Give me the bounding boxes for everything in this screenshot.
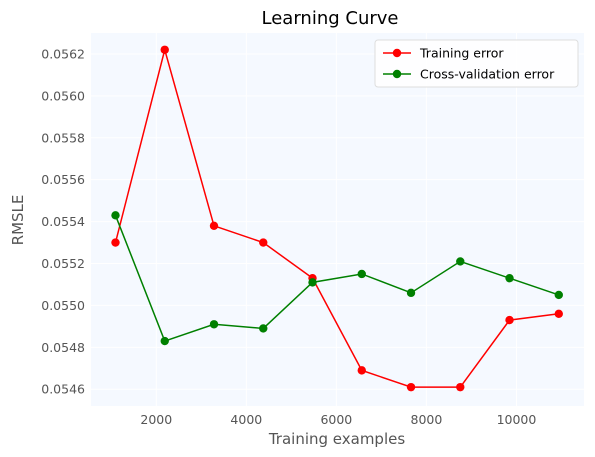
data-point <box>259 238 268 247</box>
data-point <box>160 336 169 346</box>
data-point <box>111 211 120 220</box>
y-tick-label: 0.0546 <box>41 382 85 397</box>
y-axis: 0.0546 0.0548 0.0550 0.0552 0.0554 0.0556 0.05… <box>41 46 85 396</box>
y-tick-label: 0.0558 <box>41 130 85 145</box>
y-tick-label: 0.0548 <box>41 340 85 355</box>
data-point <box>209 320 219 329</box>
series-line <box>114 215 560 342</box>
x-tick-label: 8000 <box>411 412 443 427</box>
series-lines <box>111 45 563 392</box>
x-tick-label: 6000 <box>320 412 352 427</box>
data-point <box>554 290 563 300</box>
chart-title: Learning Curve <box>262 8 399 29</box>
data-point <box>160 45 169 54</box>
data-point <box>505 315 514 325</box>
data-point <box>357 269 366 279</box>
x-tick-label: 4000 <box>230 412 262 427</box>
data-point <box>406 288 416 298</box>
data-point <box>209 221 219 230</box>
y-tick-label: 0.0554 <box>41 214 85 229</box>
data-point <box>554 309 563 318</box>
x-tick-label: 10000 <box>497 412 537 427</box>
data-point <box>357 366 366 375</box>
y-tick-label: 0.0562 <box>41 46 85 61</box>
legend-label: Cross-validation error <box>420 67 555 82</box>
data-point <box>406 382 416 392</box>
y-tick-label: 0.0556 <box>41 172 85 187</box>
x-axis-label: Training examples <box>268 430 406 448</box>
legend-marker <box>392 69 402 79</box>
data-point <box>456 257 465 266</box>
legend-marker <box>392 48 402 58</box>
y-tick-label: 0.0552 <box>41 256 85 271</box>
series-line <box>114 46 559 388</box>
y-tick-label: 0.0560 <box>41 88 85 103</box>
x-axis: 2000 4000 6000 8000 10000 <box>140 412 536 427</box>
legend: Training error Cross-validation error <box>374 39 579 88</box>
data-point <box>259 324 268 333</box>
y-axis-label: RMSLE <box>9 195 27 246</box>
legend-box <box>374 39 579 88</box>
x-tick-label: 2000 <box>140 412 172 427</box>
data-point <box>456 382 465 392</box>
data-point <box>308 278 317 287</box>
data-point <box>111 238 120 247</box>
y-tick-label: 0.0550 <box>41 298 85 313</box>
data-point <box>505 273 514 283</box>
legend-label: Training error <box>419 46 504 61</box>
plot-area <box>91 33 584 406</box>
